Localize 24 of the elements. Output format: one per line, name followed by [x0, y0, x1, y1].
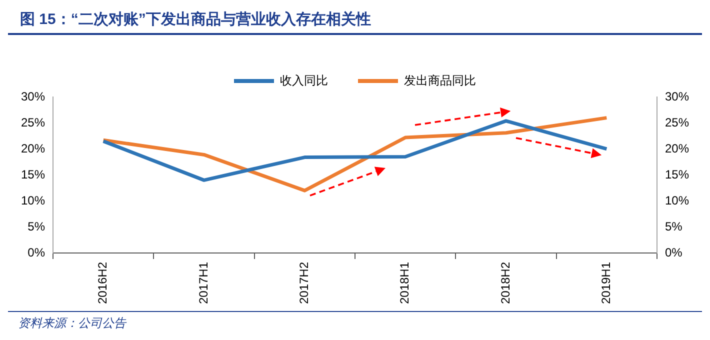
x-tick-label: 2018H1: [398, 262, 412, 304]
y-tick-label: 10%: [20, 193, 46, 208]
y2-tick-label: 15%: [664, 167, 690, 182]
x-tick-label: 2018H2: [498, 262, 512, 304]
text: 资料来源：公司公告: [18, 315, 128, 332]
y2-tick-label: 20%: [664, 141, 690, 156]
y-tick-label: 20%: [20, 141, 46, 156]
y2-tick-label: 0%: [664, 245, 683, 260]
y2-tick-label: 10%: [664, 193, 690, 208]
chart-title: 图 15：“二次对账”下发出商品与营业收入存在相关性: [8, 8, 702, 35]
legend-label: 发出商品同比: [404, 73, 476, 88]
y-tick-label: 25%: [20, 115, 46, 130]
y-tick-label: 5%: [28, 219, 46, 234]
x-tick-label: 2016H2: [96, 262, 110, 304]
legend-label: 收入同比: [280, 73, 328, 88]
y2-tick-label: 25%: [664, 115, 690, 130]
x-tick-label: 2019H1: [598, 262, 613, 304]
y-tick-label: 15%: [20, 167, 46, 182]
y2-tick-label: 30%: [664, 89, 690, 104]
x-tick-label: 2017H2: [296, 262, 311, 304]
x-tick-label: 2017H1: [196, 262, 210, 304]
y-tick-label: 0%: [28, 245, 46, 260]
y-tick-label: 30%: [20, 89, 46, 104]
y2-tick-label: 5%: [664, 219, 683, 234]
